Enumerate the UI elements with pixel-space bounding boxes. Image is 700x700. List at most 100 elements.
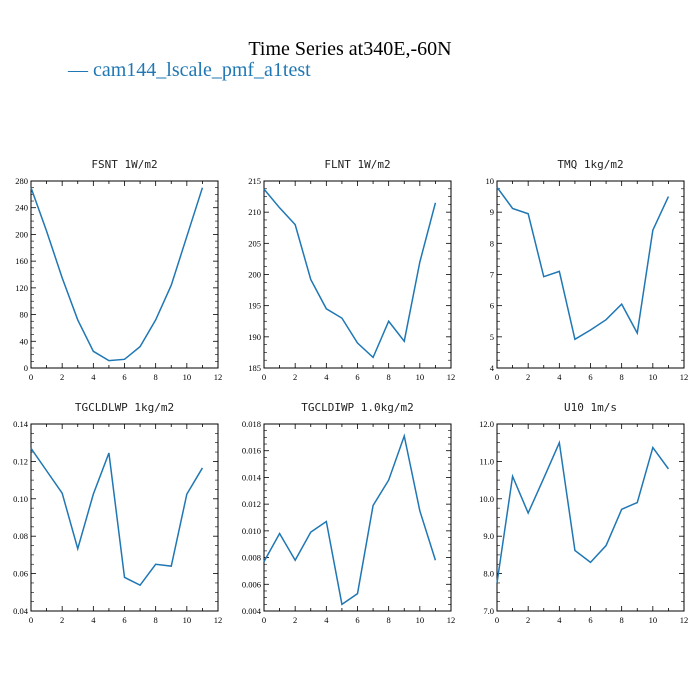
plot-frame — [30, 180, 219, 369]
chart-panel-4: TGCLDLWP 1kg/m2 0 2 4 6 8 10 12 0.04 0.06 0.08 0.10… — [13, 401, 222, 625]
series-line — [30, 447, 204, 587]
series-line — [496, 186, 670, 341]
x-tick-label: 8 — [387, 372, 391, 382]
y-tick-label: 40 — [20, 336, 29, 346]
x-tick-label: 0 — [495, 615, 499, 625]
chart-panel-5: TGCLDIWP 1.0kg/m2 0 2 4 6 8 10 12 0.004 0.006 0.00… — [242, 401, 455, 625]
x-tick-label: 4 — [324, 372, 329, 382]
y-tick-label: 0.12 — [13, 456, 28, 466]
panel-title: TGCLDLWP 1kg/m2 — [75, 401, 174, 414]
y-tick-label: 10.0 — [479, 494, 494, 504]
plot-frame — [263, 180, 452, 369]
x-tick-label: 6 — [588, 615, 592, 625]
y-tick-label: 120 — [15, 283, 28, 293]
y-tick-label: 9.0 — [483, 531, 494, 541]
y-tick-label: 11.0 — [479, 456, 494, 466]
x-tick-label: 10 — [416, 615, 425, 625]
x-tick-label: 6 — [122, 372, 126, 382]
x-tick-label: 12 — [214, 615, 223, 625]
y-tick-label: 8.0 — [483, 569, 494, 579]
y-tick-label: 200 — [248, 270, 261, 280]
x-tick-label: 8 — [620, 615, 624, 625]
chart-panel-6: U10 1m/s 0 2 4 6 8 10 12 7.0 8.0 9.0 10.0 11.0 12.0 — [479, 401, 688, 625]
x-tick-label: 2 — [293, 615, 297, 625]
y-tick-label: 6 — [490, 301, 494, 311]
x-tick-label: 10 — [416, 372, 425, 382]
y-tick-label: 7.0 — [483, 606, 494, 616]
y-tick-label: 205 — [248, 238, 261, 248]
y-tick-label: 0.014 — [242, 472, 262, 482]
y-tick-label: 0.008 — [242, 553, 261, 563]
figure-title: Time Series at340E,-60N — [248, 38, 451, 60]
x-tick-label: 2 — [526, 372, 530, 382]
x-tick-label: 12 — [447, 615, 456, 625]
x-tick-label: 8 — [387, 615, 391, 625]
x-tick-label: 4 — [557, 615, 562, 625]
y-tick-label: 5 — [490, 332, 494, 342]
y-tick-label: 0.006 — [242, 579, 261, 589]
series-line — [496, 439, 670, 584]
y-tick-label: 0.004 — [242, 606, 262, 616]
y-tick-label: 0.012 — [242, 499, 261, 509]
x-tick-label: 4 — [324, 615, 329, 625]
y-tick-label: 12.0 — [479, 419, 494, 429]
panels-group: FSNT 1W/m20 2 4 6 8 10 1204080120160200240280F… — [13, 158, 688, 625]
x-tick-label: 6 — [355, 372, 359, 382]
y-tick-label: 195 — [248, 301, 261, 311]
y-tick-label: 160 — [15, 256, 28, 266]
series-line — [30, 187, 204, 362]
x-tick-label: 12 — [447, 372, 456, 382]
y-tick-label: 0.018 — [242, 419, 261, 429]
x-tick-label: 12 — [680, 372, 689, 382]
x-tick-label: 12 — [214, 372, 223, 382]
x-tick-label: 0 — [262, 372, 266, 382]
x-tick-label: 4 — [91, 372, 96, 382]
y-tick-label: 240 — [15, 203, 28, 213]
y-tick-label: 0.04 — [13, 606, 29, 616]
y-tick-label: 9 — [490, 207, 494, 217]
y-tick-label: 215 — [248, 176, 261, 186]
y-tick-label: 7 — [490, 270, 494, 280]
x-tick-label: 0 — [29, 372, 33, 382]
x-tick-label: 10 — [649, 615, 658, 625]
plot-frame — [496, 180, 685, 369]
x-tick-label: 0 — [29, 615, 33, 625]
panel-title: TMQ 1kg/m2 — [557, 158, 623, 171]
x-tick-label: 0 — [495, 372, 499, 382]
y-tick-label: 0 — [24, 363, 28, 373]
y-tick-label: 0.08 — [13, 531, 28, 541]
y-tick-label: 0.14 — [13, 419, 29, 429]
y-tick-label: 0.10 — [13, 494, 28, 504]
x-tick-label: 4 — [91, 615, 96, 625]
x-tick-label: 6 — [588, 372, 592, 382]
y-tick-label: 0.010 — [242, 526, 261, 536]
x-tick-label: 10 — [183, 372, 192, 382]
y-tick-label: 4 — [490, 363, 495, 373]
x-tick-label: 8 — [154, 615, 158, 625]
panel-title: FLNT 1W/m2 — [324, 158, 390, 171]
y-tick-label: 8 — [490, 238, 494, 248]
y-tick-label: 185 — [248, 363, 261, 373]
y-tick-label: 210 — [248, 207, 261, 217]
chart-panel-2: FLNT 1W/m2 0 2 4 6 8 10 12 185 190 195 200 205 210 215 — [248, 158, 455, 382]
plot-frame — [263, 423, 452, 612]
x-tick-label: 10 — [183, 615, 192, 625]
legend-entry: — cam144_lscale_pmf_a1test — [67, 59, 311, 81]
panel-title: TGCLDIWP 1.0kg/m2 — [301, 401, 414, 414]
chart-panel-3: TMQ 1kg/m2 0 2 4 6 8 10 12 4 5 6 7 8 9 10 — [486, 158, 689, 382]
x-tick-label: 0 — [262, 615, 266, 625]
x-tick-label: 2 — [60, 615, 64, 625]
y-tick-label: 0.016 — [242, 446, 261, 456]
x-tick-label: 4 — [557, 372, 562, 382]
panel-title: U10 1m/s — [564, 401, 617, 414]
x-tick-label: 8 — [154, 372, 158, 382]
y-tick-label: 0.06 — [13, 569, 28, 579]
y-tick-label: 200 — [15, 229, 28, 239]
y-tick-label: 190 — [248, 332, 261, 342]
y-tick-label: 280 — [15, 176, 28, 186]
plot-frame — [30, 423, 219, 612]
x-tick-label: 2 — [60, 372, 64, 382]
y-tick-label: 80 — [20, 310, 29, 320]
